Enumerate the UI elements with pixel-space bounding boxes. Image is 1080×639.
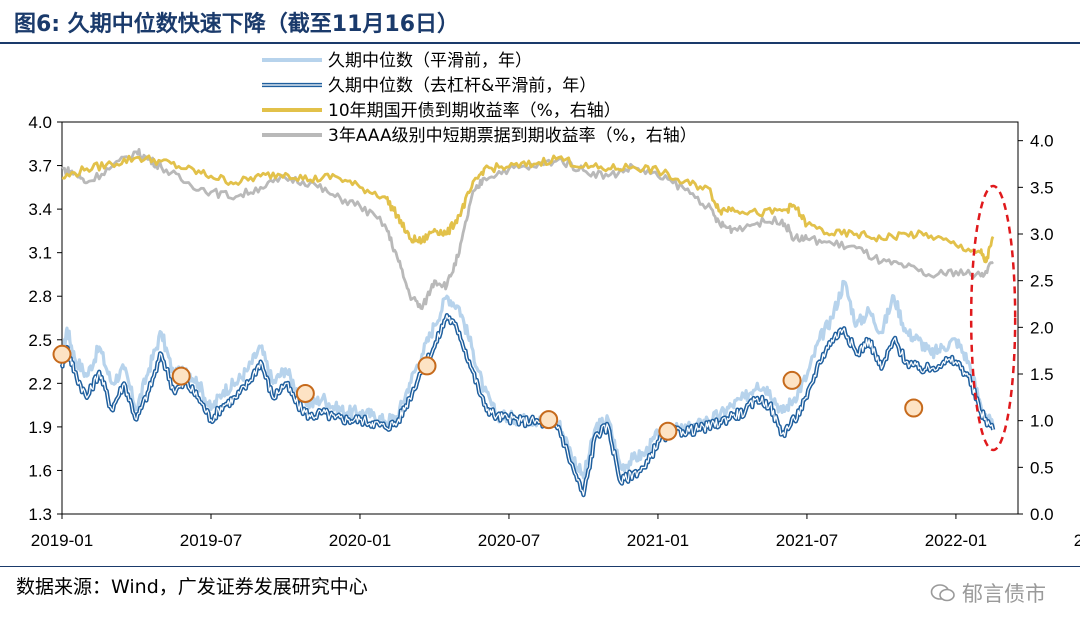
duration-marker xyxy=(539,410,559,430)
right-tick-label: 1.0 xyxy=(1030,412,1054,431)
figure-title: 图6: 久期中位数快速下降（截至11月16日） xyxy=(14,12,459,37)
right-tick-label: 0.5 xyxy=(1030,458,1054,477)
left-tick-label: 1.9 xyxy=(28,418,52,437)
series-yellow-line xyxy=(61,154,995,264)
title-underline xyxy=(0,42,1080,44)
x-tick-label: 2022-01 xyxy=(925,531,987,550)
duration-marker xyxy=(417,356,437,376)
duration-chart: 1.3 1.6 1.9 2.2 2.5 2.8 3.1 3.4 3.7 4.0 0.0 0.5 1.0 1… xyxy=(28,51,1080,550)
legend: 久期中位数（平滑前，年） 久期中位数（去杠杆&平滑前，年） 10年期国开债到期收益率… xyxy=(262,51,697,146)
legend-label: 久期中位数（去杠杆&平滑前，年） xyxy=(328,76,596,96)
duration-marker xyxy=(52,344,72,364)
right-tick-label: 4.0 xyxy=(1030,132,1054,151)
right-tick-label: 0.0 xyxy=(1030,505,1054,524)
wechat-icon xyxy=(930,584,955,602)
left-tick-label: 2.2 xyxy=(28,374,52,393)
x-tick-label: 2021-01 xyxy=(627,531,689,550)
series-dark-blue-core xyxy=(61,314,994,496)
left-tick-label: 1.3 xyxy=(28,505,52,524)
duration-marker xyxy=(782,370,802,390)
x-tick-label: 2020-01 xyxy=(329,531,391,550)
left-tick-label: 4.0 xyxy=(28,113,52,132)
title-bar: 图6: 久期中位数快速下降（截至11月16日） xyxy=(0,0,1080,44)
legend-label: 久期中位数（平滑前，年） xyxy=(328,51,532,71)
left-tick-label: 1.6 xyxy=(28,461,52,480)
series-gray-line xyxy=(61,148,994,311)
x-tick-label: 2019-01 xyxy=(31,531,93,550)
source-divider xyxy=(0,566,1080,567)
left-tick-label: 3.1 xyxy=(28,244,52,263)
duration-marker xyxy=(171,366,191,386)
duration-marker xyxy=(658,421,678,441)
axes-layer: 1.3 1.6 1.9 2.2 2.5 2.8 3.1 3.4 3.7 4.0 0.0 0.5 1.0 1… xyxy=(28,113,1080,550)
legend-label: 10年期国开债到期收益率（%，右轴） xyxy=(328,101,621,121)
highlight-ellipse xyxy=(969,184,1017,452)
duration-marker xyxy=(904,398,924,418)
right-tick-label: 2.0 xyxy=(1030,318,1054,337)
x-tick-label: 2020-07 xyxy=(478,531,540,550)
left-tick-label: 2.8 xyxy=(28,287,52,306)
x-tick-label: 2019-07 xyxy=(180,531,242,550)
marker-layer xyxy=(52,184,1017,452)
series-layer xyxy=(59,148,996,498)
left-tick-label: 2.5 xyxy=(28,331,52,350)
legend-label: 3年AAA级别中短期票据到期收益率（%，右轴） xyxy=(328,126,697,146)
series-light-blue-line xyxy=(60,279,995,480)
x-tick-label: 2022-07 xyxy=(1074,531,1080,550)
plot-frame xyxy=(61,121,1019,515)
right-tick-label: 3.5 xyxy=(1030,178,1054,197)
right-tick-label: 2.5 xyxy=(1030,272,1054,291)
right-tick-label: 3.0 xyxy=(1030,225,1054,244)
x-tick-label: 2021-07 xyxy=(776,531,838,550)
right-tick-label: 1.5 xyxy=(1030,365,1054,384)
left-tick-label: 3.4 xyxy=(28,200,52,219)
watermark-text: 郁言债市 xyxy=(962,582,1046,606)
left-tick-label: 3.7 xyxy=(28,157,52,176)
watermark: 郁言债市 xyxy=(930,578,1046,608)
data-source-note: 数据来源：Wind，广发证券发展研究中心 xyxy=(16,576,368,598)
duration-marker xyxy=(295,383,315,403)
series-dark-blue-line xyxy=(59,313,996,498)
